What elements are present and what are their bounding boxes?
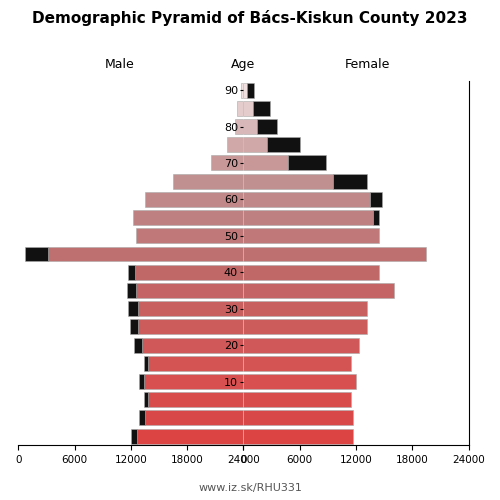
Bar [244,156,288,170]
Bar [244,283,394,298]
Bar [226,138,244,152]
Bar [173,174,244,188]
Bar [25,246,48,262]
Text: Female: Female [344,58,390,71]
Bar [247,82,254,98]
Text: Male: Male [104,58,134,71]
Bar [144,374,244,389]
Bar [244,392,352,407]
Bar [332,174,368,188]
Bar [130,320,138,334]
Bar [144,356,148,371]
Text: Age: Age [232,58,256,71]
Bar [138,320,244,334]
Bar [244,374,356,389]
Bar [244,82,247,98]
Bar [244,174,332,188]
Bar [148,392,244,407]
Bar [48,246,244,262]
Bar [131,428,138,444]
Bar [145,410,244,426]
Bar [140,410,145,426]
Bar [128,301,138,316]
Bar [373,210,380,225]
Bar [256,119,277,134]
Bar [144,392,148,407]
Bar [244,119,256,134]
Bar [237,101,244,116]
Bar [148,356,244,371]
Bar [142,338,244,352]
Bar [244,320,368,334]
Bar [267,138,300,152]
Bar [244,428,353,444]
Bar [132,210,244,225]
Bar [134,338,142,352]
Bar [136,283,244,298]
Text: www.iz.sk/RHU331: www.iz.sk/RHU331 [198,482,302,492]
Bar [288,156,326,170]
Bar [240,82,244,98]
Bar [244,101,253,116]
Bar [244,338,359,352]
Bar [244,228,380,244]
Text: Demographic Pyramid of Bács-Kiskun County 2023: Demographic Pyramid of Bács-Kiskun Count… [32,10,468,26]
Bar [244,210,373,225]
Bar [244,356,352,371]
Bar [138,301,244,316]
Bar [127,283,136,298]
Bar [145,192,244,207]
Bar [140,374,144,389]
Bar [253,101,270,116]
Bar [244,192,370,207]
Bar [244,246,426,262]
Bar [370,192,382,207]
Bar [128,265,134,280]
Bar [244,410,353,426]
Bar [244,265,380,280]
Bar [134,265,244,280]
Bar [244,301,368,316]
Bar [210,156,244,170]
Bar [235,119,244,134]
Bar [136,228,244,244]
Bar [244,138,267,152]
Bar [138,428,244,444]
